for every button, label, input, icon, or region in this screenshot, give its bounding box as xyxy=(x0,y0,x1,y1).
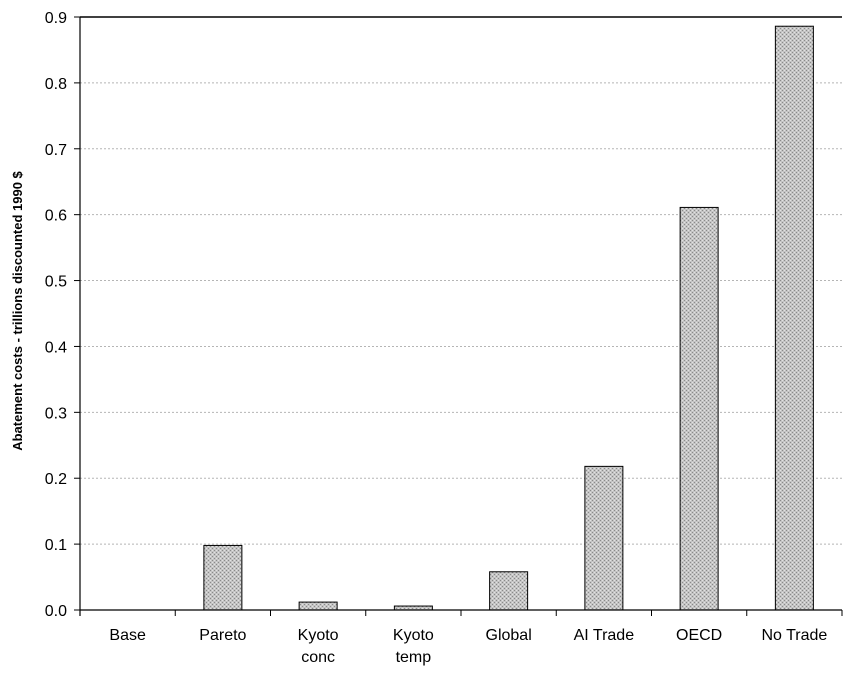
bar xyxy=(298,601,338,611)
x-category-label: Base xyxy=(109,627,146,644)
y-tick-label: 0.2 xyxy=(45,471,67,488)
bar xyxy=(203,544,243,611)
x-category-label-line: AI Trade xyxy=(574,627,635,644)
bar xyxy=(679,206,719,611)
x-category-label: Global xyxy=(486,627,532,644)
x-category-label-line: temp xyxy=(396,649,432,666)
axes xyxy=(74,16,843,616)
y-tick-label: 0.4 xyxy=(45,339,67,356)
y-tick-label: 0.9 xyxy=(45,10,67,27)
bar xyxy=(489,571,529,611)
x-category-label: AI Trade xyxy=(574,627,635,644)
x-category-label: OECD xyxy=(676,627,722,644)
y-tick-label: 0.7 xyxy=(45,142,67,159)
y-tick-label: 0.6 xyxy=(45,208,67,225)
x-category-label-line: Pareto xyxy=(199,627,246,644)
y-tick-label: 0.8 xyxy=(45,76,67,93)
x-category-label: Kyoto conc xyxy=(298,627,339,666)
gridlines xyxy=(80,82,842,545)
x-category-label-line: No Trade xyxy=(761,627,827,644)
x-category-label: Pareto xyxy=(199,627,246,644)
y-axis-label: Abatement costs - trillions discounted 1… xyxy=(10,170,25,450)
x-category-label-line: Global xyxy=(486,627,532,644)
y-tick-label: 0.5 xyxy=(45,274,67,291)
x-category-labels: Base Pareto Kyoto conc Kyoto temp Global AI Tra… xyxy=(109,627,827,666)
x-category-label-line: conc xyxy=(301,649,335,666)
x-category-label-line: Kyoto xyxy=(298,627,339,644)
y-tick-label: 0.1 xyxy=(45,537,67,554)
y-tick-label: 0.3 xyxy=(45,405,67,422)
x-category-label-line: OECD xyxy=(676,627,722,644)
x-category-label-line: Base xyxy=(109,627,146,644)
x-category-label: No Trade xyxy=(761,627,827,644)
x-category-label: Kyoto temp xyxy=(393,627,434,666)
bars xyxy=(203,25,814,611)
y-tick-labels: 0.0 0.1 0.2 0.3 0.4 0.5 0.6 0.7 0.8 0.9 xyxy=(45,10,67,620)
y-tick-label: 0.0 xyxy=(45,603,67,620)
bar xyxy=(774,25,814,611)
x-category-label-line: Kyoto xyxy=(393,627,434,644)
bar xyxy=(584,465,624,611)
